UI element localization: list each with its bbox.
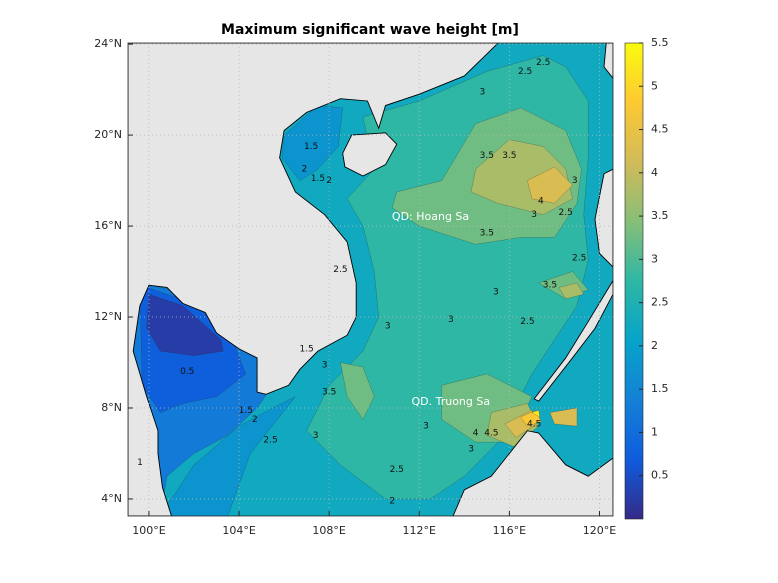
contour-label: 2.5 xyxy=(572,253,586,263)
colorbar-tick-label: 5 xyxy=(651,79,658,92)
x-tick-label: 108°E xyxy=(312,524,345,537)
y-tick-label: 20°N xyxy=(94,128,122,141)
contour-region xyxy=(146,294,224,356)
contour-label: 3 xyxy=(385,322,391,332)
annotation: QD. Truong Sa xyxy=(411,395,490,408)
colorbar-tick-label: 2.5 xyxy=(651,296,669,309)
contour-region xyxy=(159,396,296,516)
contour-label: 4 xyxy=(473,428,479,438)
grid xyxy=(128,43,613,516)
x-tick-label: 112°E xyxy=(403,524,436,537)
contour-label: 3.5 xyxy=(480,228,494,238)
contour-label: 2.5 xyxy=(333,265,347,275)
contour-label: 2.5 xyxy=(263,435,277,445)
contour-label: 1 xyxy=(137,458,143,468)
contour-label: 2.5 xyxy=(390,465,404,475)
contour-label: 4.5 xyxy=(527,419,541,429)
contour-label: 3 xyxy=(468,444,474,454)
colorbar-tick-label: 3 xyxy=(651,252,658,265)
contour-label: 3 xyxy=(531,210,537,220)
land-shape xyxy=(603,43,613,79)
contour-label: 2.5 xyxy=(518,67,532,77)
contour-label: 3 xyxy=(448,315,454,325)
contour-label: 1.5 xyxy=(304,142,318,152)
contour-region xyxy=(549,407,578,427)
contour-label: 3.5 xyxy=(543,281,557,291)
land-shape xyxy=(533,279,613,402)
axes: 100°E 104°E 108°E 112°E 116°E 120°E 4°N 8°N 12°N… xyxy=(94,37,616,537)
contour-label: 1.5 xyxy=(239,406,253,416)
contour-label: 2 xyxy=(326,176,332,186)
y-tick-label: 8°N xyxy=(101,401,122,414)
contour-label: 2 xyxy=(252,415,258,425)
x-tick-label: 116°E xyxy=(493,524,526,537)
colorbar-tick-label: 0.5 xyxy=(651,469,669,482)
axes-box xyxy=(127,42,614,517)
contour-label: 2.5 xyxy=(536,58,550,68)
land-shape xyxy=(452,430,613,516)
colorbar-tick-label: 4.5 xyxy=(651,123,669,136)
y-tick-label: 12°N xyxy=(94,310,122,323)
contour-label: 3 xyxy=(572,176,578,186)
contour-label: 1.5 xyxy=(299,344,313,354)
contour-label: 4 xyxy=(538,197,544,207)
contour-label: 4.5 xyxy=(484,428,498,438)
land-shape xyxy=(128,43,499,516)
y-tick-label: 24°N xyxy=(94,37,122,50)
annotation: QD: Hoang Sa xyxy=(392,210,469,223)
contour-region xyxy=(527,166,573,204)
y-tick-label: 4°N xyxy=(101,492,122,505)
contour-label: 2 xyxy=(389,497,395,507)
colorbar-tick-label: 1.5 xyxy=(651,382,669,395)
colorbar-tick-label: 1 xyxy=(651,425,658,438)
contour-label: 3 xyxy=(493,288,499,298)
contour-region xyxy=(558,282,585,300)
contour-label: 3.5 xyxy=(480,151,494,161)
y-tick-label: 16°N xyxy=(94,219,122,232)
contour-label: 3 xyxy=(322,360,328,370)
contour-region xyxy=(531,409,541,418)
land xyxy=(128,43,613,516)
contour-label: 2.5 xyxy=(559,208,573,218)
x-tick-label: 100°E xyxy=(132,524,165,537)
land-shape xyxy=(594,168,613,268)
colorbar-tick-label: 4 xyxy=(651,166,658,179)
contour-label: 0.5 xyxy=(180,367,194,377)
land-shape xyxy=(342,132,398,177)
x-tick-label: 120°E xyxy=(583,524,616,537)
contour-label: 3 xyxy=(479,87,485,97)
contour-label: 3 xyxy=(313,431,319,441)
x-tick-label: 104°E xyxy=(222,524,255,537)
contour-label: 2 xyxy=(302,165,308,175)
contour-label: 2.5 xyxy=(520,317,534,327)
contour-label: 3 xyxy=(423,422,429,432)
colorbar-tick-label: 2 xyxy=(651,339,658,352)
contour-label: 3.5 xyxy=(322,388,336,398)
colorbar xyxy=(624,42,644,520)
colorbar-ticks: 0.5 1 1.5 2 2.5 3 3.5 4 4.5 5 5.5 xyxy=(639,36,669,482)
colorbar-tick-label: 3.5 xyxy=(651,209,669,222)
chart-title: Maximum significant wave height [m] xyxy=(221,22,519,38)
contour-label: 3.5 xyxy=(502,151,516,161)
contour-label: 1.5 xyxy=(311,174,325,184)
colorbar-tick-label: 5.5 xyxy=(651,36,669,49)
